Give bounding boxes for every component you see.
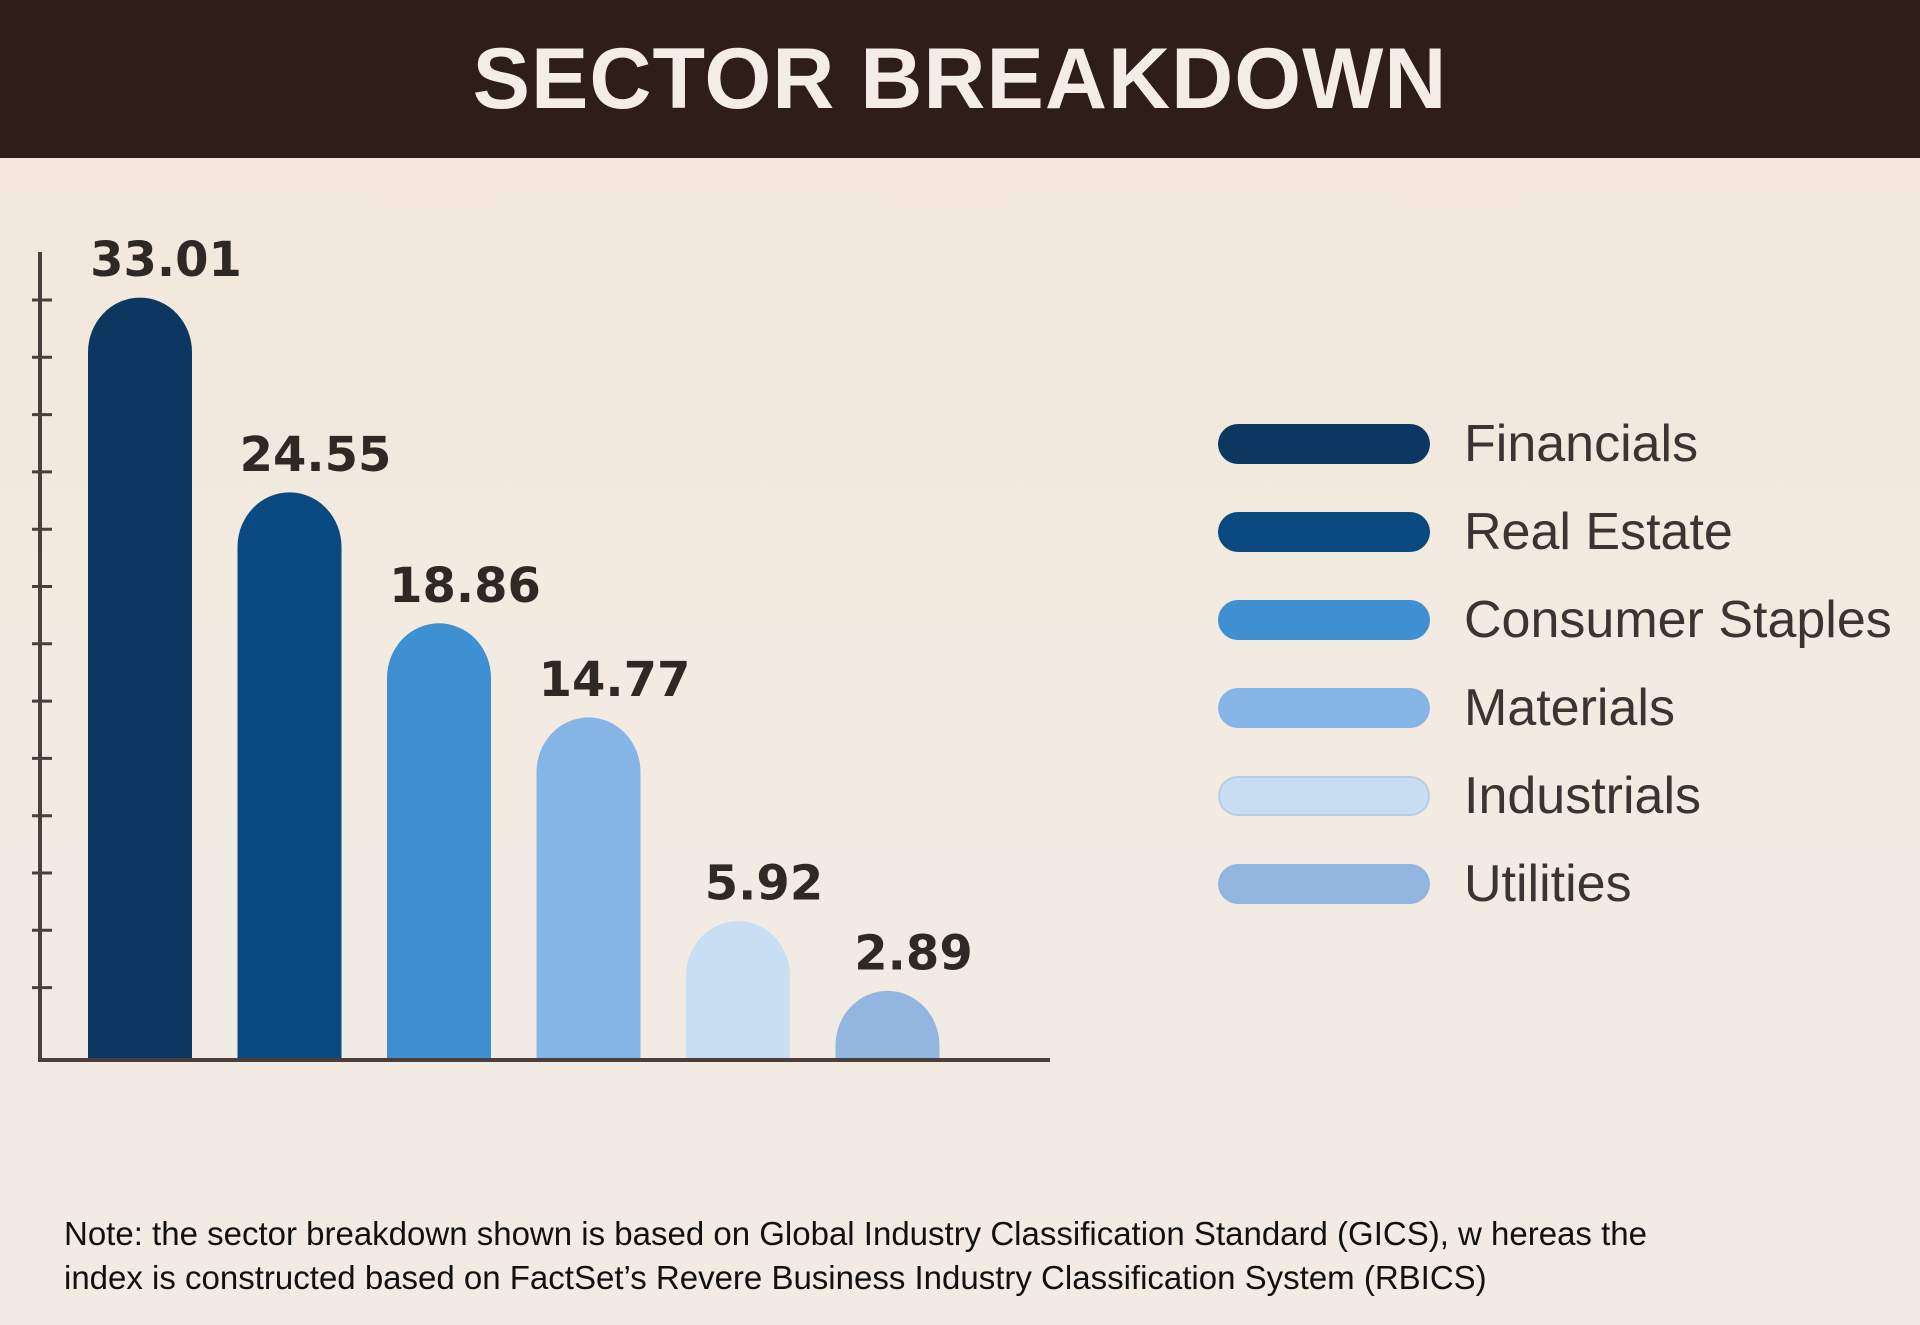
legend-label: Industrials <box>1464 767 1701 825</box>
legend-swatch <box>1218 600 1430 640</box>
legend-swatch <box>1218 776 1430 816</box>
legend: Financials Real Estate Consumer Staples … <box>1218 400 1892 928</box>
legend-item: Consumer Staples <box>1218 576 1892 664</box>
bar <box>88 297 192 1060</box>
bar-value-label: 5.92 <box>705 856 823 912</box>
legend-item: Materials <box>1218 664 1892 752</box>
bar <box>536 717 641 1060</box>
bar-value-label: 33.01 <box>90 232 242 288</box>
legend-item: Industrials <box>1218 752 1892 840</box>
legend-label: Consumer Staples <box>1464 591 1892 649</box>
bar-value-label: 2.89 <box>854 925 972 981</box>
bar-value-label: 24.55 <box>240 427 392 483</box>
footnote-line-2: index is constructed based on FactSet’s … <box>64 1259 1487 1296</box>
legend-swatch <box>1218 864 1430 904</box>
legend-swatch <box>1218 512 1430 552</box>
legend-swatch <box>1218 424 1430 464</box>
legend-item: Utilities <box>1218 840 1892 928</box>
legend-item: Financials <box>1218 400 1892 488</box>
header-bar: SECTOR BREAKDOWN <box>0 0 1920 158</box>
bar-value-label: 18.86 <box>389 558 541 614</box>
bar-value-label: 14.77 <box>539 652 691 708</box>
footnote-line-1: Note: the sector breakdown shown is base… <box>64 1215 1647 1252</box>
legend-label: Financials <box>1464 415 1699 473</box>
legend-label: Materials <box>1464 679 1675 737</box>
bar <box>835 990 940 1060</box>
legend-label: Real Estate <box>1464 503 1733 561</box>
bar <box>387 623 491 1060</box>
legend-swatch <box>1218 688 1430 728</box>
legend-label: Utilities <box>1464 855 1632 913</box>
chart-title: SECTOR BREAKDOWN <box>472 30 1448 127</box>
legend-item: Real Estate <box>1218 488 1892 576</box>
bar <box>237 492 342 1061</box>
bar <box>686 921 790 1060</box>
footnote: Note: the sector breakdown shown is base… <box>64 1212 1884 1300</box>
